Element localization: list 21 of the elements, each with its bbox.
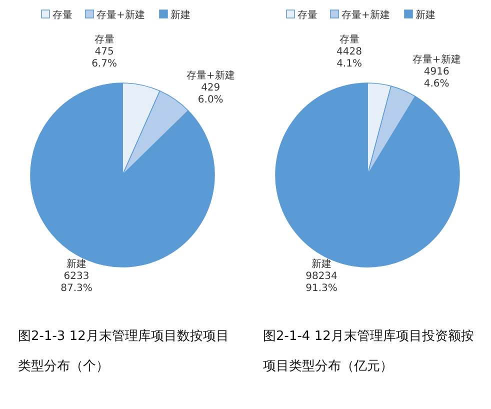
data-label: 4916 4.6% <box>424 66 450 90</box>
text: 图2-1-3 12月末管理库项目数按项目类型分布（个） <box>18 328 230 376</box>
slice-label: 新建 <box>312 258 332 270</box>
text: 图2-1-4 12月末管理库项目投资额按项目类型分布（亿元） <box>263 328 475 376</box>
slice-label: 新建 <box>66 258 86 270</box>
data-label: 475 6.7% <box>92 46 117 70</box>
legend-label: 存量 <box>298 9 318 21</box>
slice-label: 存量 <box>339 33 360 46</box>
data-label: 6233 87.3% <box>60 271 92 294</box>
legend-label: 存量+新建 <box>342 9 390 21</box>
legend-label: 存量+新建 <box>96 9 145 21</box>
slice-label: 存量 <box>94 33 114 46</box>
legend-label: 存量 <box>52 9 72 21</box>
pie-slice <box>367 86 416 176</box>
slice-label: 存量+新建 <box>412 53 461 66</box>
data-label: 429 6.0% <box>198 82 224 106</box>
legend-label: 新建 <box>416 9 436 21</box>
legend-label: 新建 <box>170 9 190 21</box>
data-label: 4428 4.1% <box>336 46 362 70</box>
slice-label: 存量+新建 <box>186 70 235 82</box>
data-label: 98234 91.3% <box>306 271 338 294</box>
